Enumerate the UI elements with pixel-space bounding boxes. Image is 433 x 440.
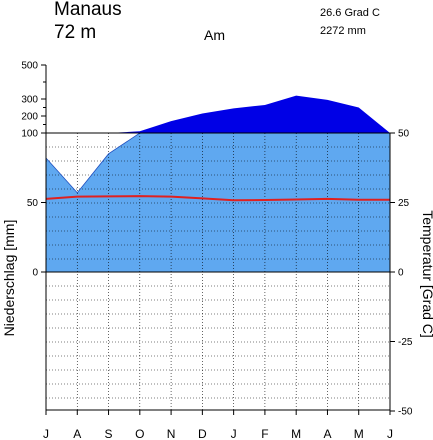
right-tick-label: -50	[398, 407, 413, 418]
month-label: A	[323, 427, 331, 440]
month-label: J	[43, 427, 49, 440]
right-tick-label: 0	[398, 268, 404, 279]
month-label: A	[73, 427, 81, 440]
station-name: Manaus	[54, 0, 122, 20]
month-label: F	[261, 427, 268, 440]
month-label: N	[167, 427, 176, 440]
temperature-line	[45, 195, 390, 202]
perhumid-area	[46, 95, 390, 133]
climate-class: Am	[204, 27, 225, 43]
right-tick-label: 25	[398, 198, 410, 209]
right-axis-label: Temperatur [Grad C]	[420, 210, 433, 338]
month-label: M	[291, 427, 301, 440]
left-tick-label: 50	[27, 198, 39, 209]
left-tick-label: 200	[21, 112, 38, 123]
humid-area	[46, 133, 390, 272]
mean-temperature: 26.6 Grad C	[320, 7, 380, 19]
annual-precipitation: 2272 mm	[320, 25, 366, 37]
axes	[41, 64, 395, 415]
station-elevation: 72 m	[54, 22, 96, 43]
month-label: J	[231, 427, 237, 440]
left-tick-label: 0	[32, 268, 38, 279]
right-tick-label: -25	[398, 337, 413, 348]
left-tick-label: 300	[21, 95, 38, 106]
month-label: D	[198, 427, 207, 440]
left-tick-label: 500	[21, 61, 38, 72]
month-label: O	[135, 427, 144, 440]
month-label: J	[387, 427, 393, 440]
right-tick-label: 50	[398, 129, 410, 140]
month-label: M	[354, 427, 364, 440]
left-tick-label: 100	[21, 129, 38, 140]
precipitation-areas	[46, 95, 390, 272]
month-label: S	[105, 427, 113, 440]
left-axis-label: Niederschlag [mm]	[1, 220, 17, 337]
